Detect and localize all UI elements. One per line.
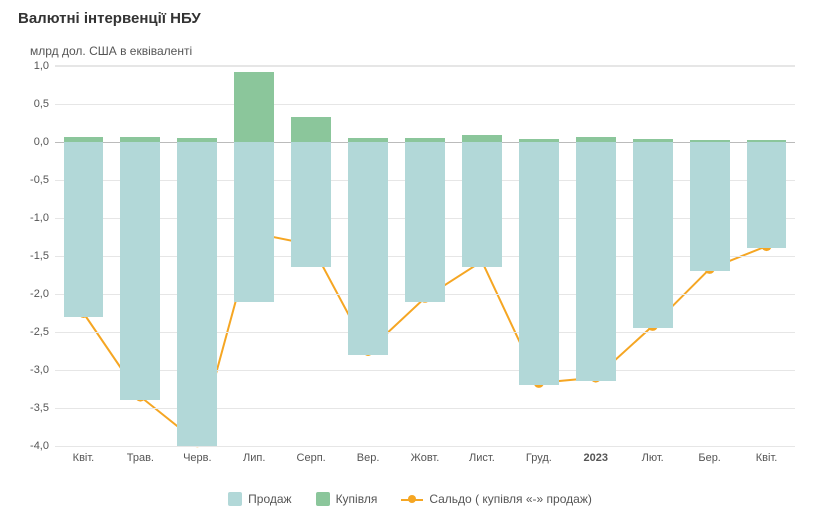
y-tick-label: -1,0 [30,212,49,224]
bar[interactable] [348,138,388,142]
bar[interactable] [177,138,217,142]
bar[interactable] [64,137,104,142]
bar[interactable] [747,142,787,248]
y-tick-label: -4,0 [30,440,49,452]
legend-item-sell[interactable]: Продаж [228,492,291,506]
bar[interactable] [519,142,559,385]
y-tick-label: -2,0 [30,288,49,300]
x-tick-label: 2023 [584,452,608,464]
y-tick-label: -2,5 [30,326,49,338]
y-tick-label: -0,5 [30,174,49,186]
y-tick-label: 1,0 [34,60,49,72]
y-tick-label: 0,0 [34,136,49,148]
legend-swatch-balance [401,492,423,506]
x-tick-label: Лют. [642,452,664,464]
x-tick-label: Вер. [357,452,380,464]
bar[interactable] [519,139,559,142]
bar[interactable] [348,142,388,355]
x-tick-label: Груд. [526,452,552,464]
chart-container: Валютні інтервенції НБУ млрд дол. США в … [0,0,820,512]
bar[interactable] [576,142,616,381]
y-tick-label: -3,0 [30,364,49,376]
gridline [55,408,795,409]
bar[interactable] [177,142,217,446]
y-tick-label: -1,5 [30,250,49,262]
x-tick-label: Жовт. [411,452,440,464]
bar[interactable] [405,138,445,142]
x-tick-label: Лист. [469,452,495,464]
plot-area: -4,0-3,5-3,0-2,5-2,0-1,5-1,0-0,50,00,51,… [55,65,795,447]
x-tick-label: Трав. [127,452,154,464]
bar[interactable] [234,72,274,142]
bar[interactable] [405,142,445,302]
bar[interactable] [64,142,104,317]
bar[interactable] [633,139,673,142]
bar[interactable] [690,142,730,271]
bar[interactable] [576,137,616,142]
legend-swatch-sell [228,492,242,506]
x-tick-label: Лип. [243,452,265,464]
bar[interactable] [462,135,502,142]
legend-label-balance: Сальдо ( купівля «-» продаж) [429,492,592,506]
bar[interactable] [234,142,274,302]
y-tick-label: -3,5 [30,402,49,414]
bar[interactable] [291,142,331,267]
x-tick-label: Бер. [698,452,721,464]
y-tick-label: 0,5 [34,98,49,110]
bar[interactable] [291,117,331,142]
legend-label-sell: Продаж [248,492,291,506]
gridline [55,66,795,67]
legend-swatch-buy [316,492,330,506]
bar[interactable] [690,140,730,142]
bar[interactable] [747,140,787,142]
gridline [55,370,795,371]
chart-subtitle: млрд дол. США в еквіваленті [30,44,192,58]
gridline [55,446,795,447]
legend-item-balance[interactable]: Сальдо ( купівля «-» продаж) [401,492,592,506]
chart-title: Валютні інтервенції НБУ [18,10,201,27]
gridline [55,332,795,333]
bar[interactable] [462,142,502,267]
bar[interactable] [120,137,160,142]
legend-item-buy[interactable]: Купівля [316,492,378,506]
legend: Продаж Купівля Сальдо ( купівля «-» прод… [0,492,820,506]
x-tick-label: Черв. [183,452,211,464]
bar[interactable] [120,142,160,400]
x-tick-label: Серп. [297,452,326,464]
x-tick-label: Квіт. [73,452,95,464]
gridline [55,104,795,105]
bar[interactable] [633,142,673,328]
x-tick-label: Квіт. [756,452,778,464]
legend-label-buy: Купівля [336,492,378,506]
